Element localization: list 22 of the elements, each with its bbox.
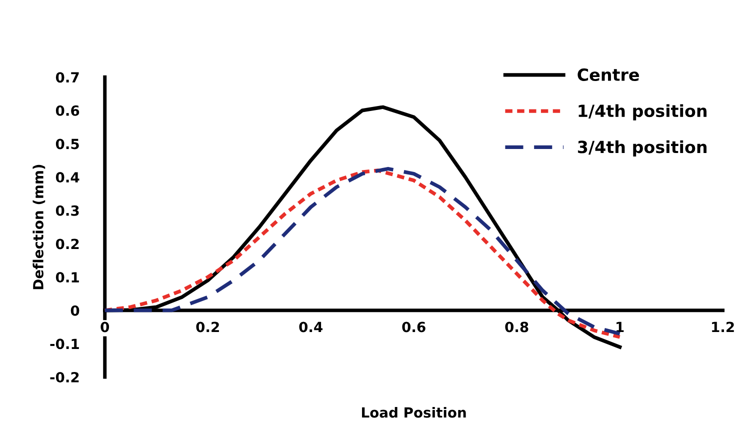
y-tick-label: 0.4 (56, 172, 80, 183)
x-tick-label: 0.8 (505, 322, 528, 332)
x-tick-label: 0.2 (196, 322, 219, 332)
legend-label: 3/4th position (578, 140, 706, 157)
x-tick-label: 1.2 (712, 322, 734, 332)
y-tick-label: -0.2 (50, 372, 79, 382)
y-tick-label: 0.3 (56, 205, 79, 216)
y-tick-label: 0.7 (56, 72, 79, 83)
legend-label: 1/4th position (578, 104, 706, 120)
legend-label: Centre (578, 68, 639, 82)
x-tick-label: 0.6 (402, 322, 426, 332)
x-tick-label: 0.4 (299, 322, 322, 332)
y-tick-label: 0.2 (56, 238, 79, 250)
y-tick-label: -0.1 (50, 338, 79, 350)
x-axis-title: Load Position (362, 407, 466, 418)
y-tick-label: 0.1 (56, 272, 79, 283)
y-tick-label: 0.5 (56, 138, 79, 150)
y-tick-label: 0 (70, 305, 80, 316)
y-axis-title: Deflection (mm) (32, 164, 46, 290)
y-tick-label: 0.6 (56, 105, 80, 116)
x-tick-label: 1 (616, 322, 624, 332)
x-tick-label: 0 (100, 322, 110, 332)
